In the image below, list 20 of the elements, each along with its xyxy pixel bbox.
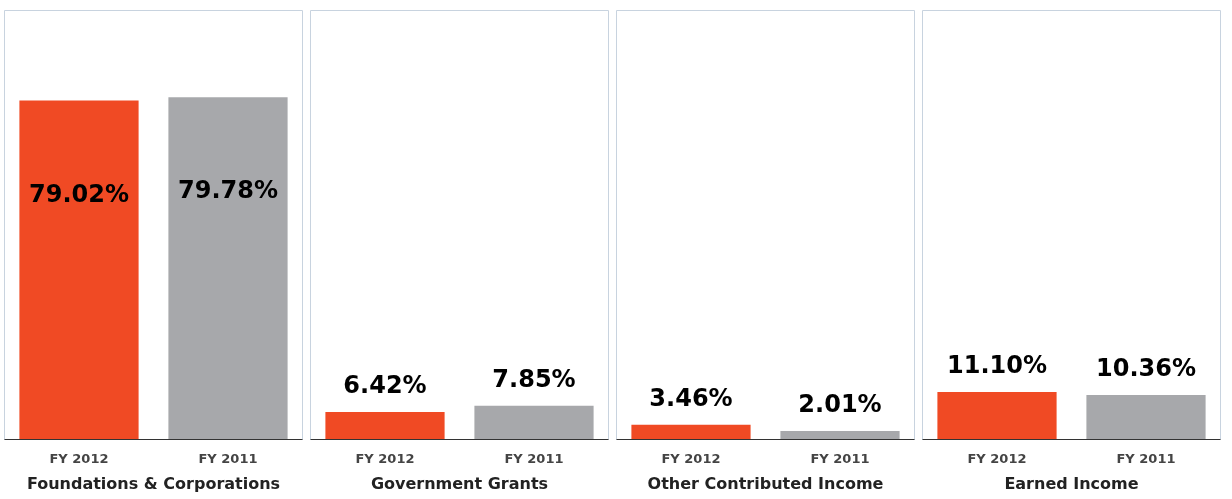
data-label: 10.36% <box>1096 354 1196 383</box>
data-label: 7.85% <box>492 364 576 393</box>
x-axis-title: Government Grants <box>370 473 549 493</box>
x-axis-title: Earned Income <box>1004 473 1139 493</box>
x-tick-label: FY 2012 <box>661 450 721 466</box>
x-tick-label: FY 2012 <box>49 450 109 466</box>
data-label: 79.78% <box>178 176 278 205</box>
x-tick-label: FY 2012 <box>355 450 415 466</box>
data-label: 11.10% <box>947 351 1047 380</box>
x-tick-label: FY 2011 <box>198 450 258 466</box>
x-axis-title: Foundations & Corporations <box>26 473 281 493</box>
x-tick-label: FY 2011 <box>1116 450 1176 466</box>
x-tick-label: FY 2011 <box>504 450 564 466</box>
data-label: 6.42% <box>343 371 427 400</box>
x-tick-label: FY 2011 <box>810 450 870 466</box>
data-label: 79.02% <box>29 179 129 208</box>
data-label: 2.01% <box>798 390 882 419</box>
x-axis-title: Other Contributed Income <box>647 473 884 493</box>
data-label: 3.46% <box>649 383 733 412</box>
x-tick-label: FY 2012 <box>967 450 1027 466</box>
